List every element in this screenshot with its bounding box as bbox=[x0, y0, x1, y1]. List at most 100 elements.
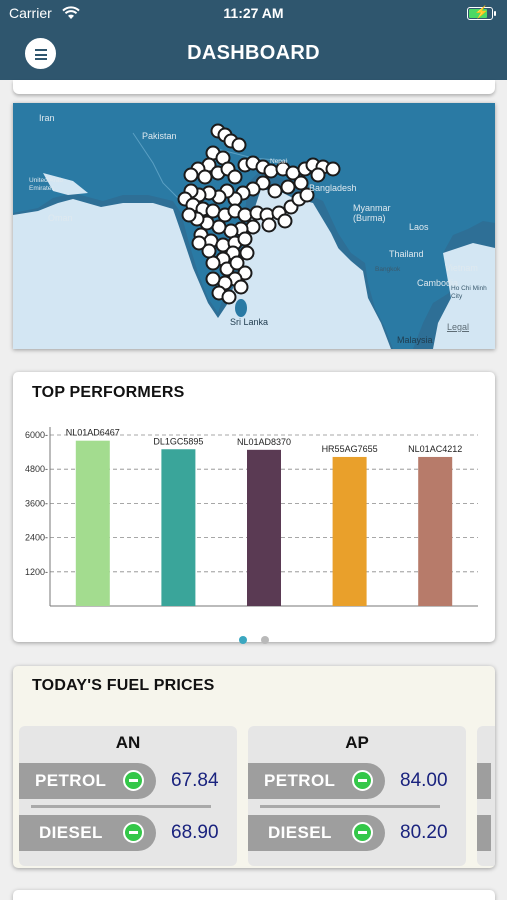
map-label: Bangladesh bbox=[309, 183, 357, 193]
map-label: Pakistan bbox=[142, 131, 177, 141]
bar bbox=[332, 456, 367, 606]
vehicle-marker[interactable] bbox=[183, 167, 199, 183]
vehicle-marker[interactable] bbox=[237, 207, 253, 223]
petrol-label: PETROL bbox=[35, 771, 107, 790]
map-label: Malaysia bbox=[397, 335, 433, 345]
petrol-pill[interactable]: PETROL bbox=[248, 763, 385, 799]
vehicle-marker[interactable] bbox=[237, 231, 253, 247]
legal-link[interactable]: Legal bbox=[447, 322, 470, 332]
collapse-icon[interactable] bbox=[123, 822, 144, 843]
top-performers-title: TOP PERFORMERS bbox=[32, 384, 185, 401]
page-dot[interactable] bbox=[238, 636, 247, 644]
map-label: Iran bbox=[39, 113, 55, 123]
vehicle-marker[interactable] bbox=[229, 255, 245, 271]
petrol-price: 84.00 bbox=[400, 770, 448, 791]
collapse-icon[interactable] bbox=[352, 822, 373, 843]
vehicle-markers[interactable] bbox=[177, 123, 341, 305]
map-label: Bangkok bbox=[375, 266, 401, 273]
vehicle-marker[interactable] bbox=[293, 175, 309, 191]
page-indicator[interactable] bbox=[13, 631, 495, 649]
vehicle-marker[interactable] bbox=[267, 183, 283, 199]
page-dot[interactable] bbox=[261, 636, 270, 644]
next-card bbox=[13, 890, 495, 900]
vehicle-marker[interactable] bbox=[277, 213, 293, 229]
diesel-label: DIESEL bbox=[39, 823, 103, 842]
state-card-an[interactable]: AN PETROL 67.84 DIESEL 68.90 bbox=[19, 726, 237, 866]
map-label: Nepal bbox=[270, 158, 287, 165]
map-label: Laos bbox=[409, 222, 429, 232]
y-tick-label: 1200- bbox=[25, 567, 48, 577]
bar bbox=[161, 449, 196, 606]
fuel-prices-title: TODAY'S FUEL PRICES bbox=[32, 677, 215, 694]
clock: 11:27 AM bbox=[223, 5, 284, 21]
bar-label: NL01AC4212 bbox=[408, 444, 462, 454]
map-canvas[interactable] bbox=[13, 103, 495, 349]
vehicle-marker[interactable] bbox=[261, 217, 277, 233]
divider bbox=[31, 805, 211, 808]
petrol-label: PETROL bbox=[264, 771, 336, 790]
top-performers-card: TOP PERFORMERS 1200- 2400- 3600- 4800- 6000-… bbox=[13, 372, 495, 644]
y-tick-label: 3600- bbox=[25, 498, 48, 508]
state-name: AP bbox=[345, 733, 369, 752]
vehicle-marker[interactable] bbox=[310, 167, 326, 183]
vehicle-marker[interactable] bbox=[233, 279, 249, 295]
diesel-pill[interactable]: DIESEL bbox=[248, 815, 385, 851]
vehicle-marker[interactable] bbox=[201, 243, 217, 259]
map-label: Cambodia bbox=[417, 278, 459, 288]
map-label: United Arab Emirates bbox=[29, 177, 63, 192]
top-bar: Carrier 11:27 AM ⚡ DASHBOARD bbox=[0, 0, 507, 80]
status-bar: Carrier 11:27 AM ⚡ bbox=[0, 5, 507, 25]
vehicle-marker[interactable] bbox=[221, 289, 237, 305]
collapse-icon[interactable] bbox=[352, 770, 373, 791]
vehicle-marker[interactable] bbox=[181, 207, 197, 223]
top-performers-chart[interactable]: 1200- 2400- 3600- 4800- 6000- NL01AD6467 DL1GC… bbox=[13, 372, 495, 622]
diesel-price: 80.20 bbox=[400, 822, 448, 843]
vehicle-map[interactable]: Iran Pakistan Nepal Bangladesh Myanmar (… bbox=[13, 103, 495, 349]
menu-button[interactable] bbox=[25, 38, 56, 69]
bar bbox=[418, 456, 453, 606]
diesel-label: DIESEL bbox=[268, 823, 332, 842]
vehicle-marker[interactable] bbox=[197, 169, 213, 185]
vehicle-marker[interactable] bbox=[325, 161, 341, 177]
bar-label: NL01AD8370 bbox=[237, 437, 291, 447]
bar-label: DL1GC5895 bbox=[153, 436, 203, 446]
y-tick-label: 4800- bbox=[25, 464, 48, 474]
bar-label: HR55AG7655 bbox=[322, 444, 378, 454]
bar bbox=[75, 440, 110, 606]
vehicle-marker[interactable] bbox=[299, 187, 315, 203]
fuel-prices-card: TODAY'S FUEL PRICES AN PETROL 67.84 DIES… bbox=[13, 666, 495, 868]
map-label: Ho Chi Minh City bbox=[451, 285, 487, 300]
map-label: Thailand bbox=[389, 249, 424, 259]
vehicle-marker[interactable] bbox=[280, 179, 296, 195]
y-tick-label: 2400- bbox=[25, 533, 48, 543]
map-label: Oman bbox=[48, 213, 73, 223]
divider bbox=[260, 805, 440, 808]
collapse-icon[interactable] bbox=[123, 770, 144, 791]
bar bbox=[247, 449, 281, 606]
wifi-icon bbox=[62, 6, 80, 19]
vehicle-marker[interactable] bbox=[191, 235, 207, 251]
vehicle-marker[interactable] bbox=[227, 169, 243, 185]
map-label: Vietnam bbox=[445, 263, 478, 273]
state-name: AN bbox=[115, 733, 141, 752]
carrier-label: Carrier bbox=[9, 5, 52, 21]
bar-label: NL01AD6467 bbox=[66, 428, 120, 438]
battery-icon: ⚡ bbox=[467, 5, 496, 20]
vehicle-marker[interactable] bbox=[231, 137, 247, 153]
map-label: Sri Lanka bbox=[230, 317, 269, 327]
page-title: DASHBOARD bbox=[187, 42, 320, 64]
diesel-pill[interactable]: DIESEL bbox=[19, 815, 156, 851]
diesel-price: 68.90 bbox=[171, 822, 219, 843]
vehicle-marker[interactable] bbox=[263, 163, 279, 179]
vehicle-marker[interactable] bbox=[239, 245, 255, 261]
petrol-pill[interactable]: PETROL bbox=[19, 763, 156, 799]
header-card bbox=[13, 80, 495, 94]
vehicle-marker[interactable] bbox=[245, 219, 261, 235]
state-card-next[interactable] bbox=[477, 726, 495, 866]
map-label: Myanmar (Burma) bbox=[353, 203, 391, 223]
y-tick-label: 6000- bbox=[25, 430, 48, 440]
diesel-pill bbox=[477, 815, 491, 851]
petrol-pill bbox=[477, 763, 491, 799]
vehicle-marker[interactable] bbox=[205, 271, 221, 287]
state-card-ap[interactable]: AP PETROL 84.00 DIESEL 80.20 bbox=[248, 726, 466, 866]
